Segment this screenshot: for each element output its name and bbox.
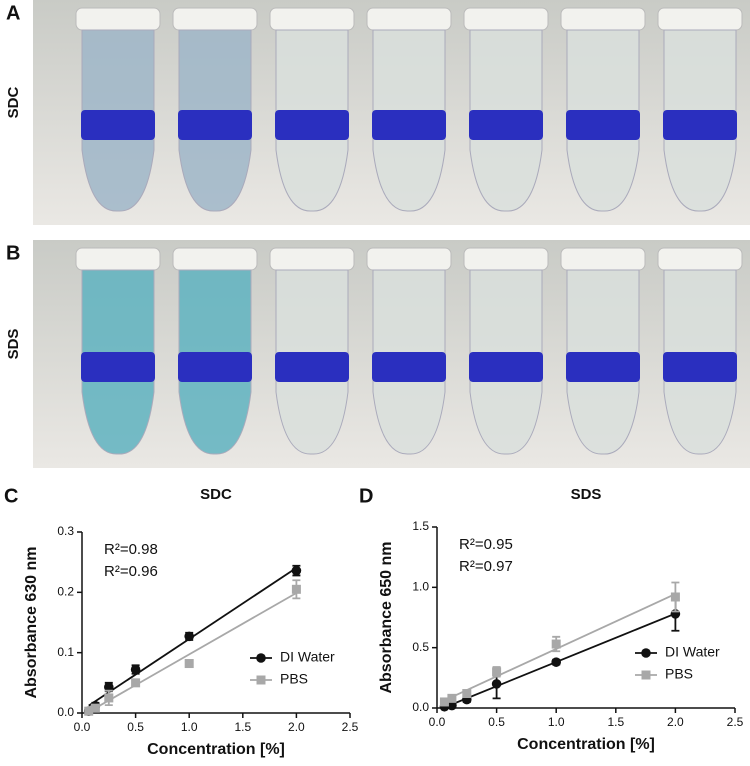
tube-cap <box>366 247 452 271</box>
blue-band <box>566 352 640 382</box>
tube-cap <box>657 247 743 271</box>
blue-band <box>372 352 446 382</box>
data-point <box>462 689 472 699</box>
x-tick-label: 0.5 <box>488 715 505 729</box>
blue-band <box>81 110 155 140</box>
blue-band <box>178 352 252 382</box>
chart-title: SDC <box>200 486 232 503</box>
legend-marker <box>641 648 651 658</box>
data-point <box>131 678 141 688</box>
blue-band <box>275 352 349 382</box>
tube-cap <box>657 7 743 31</box>
x-tick-label: 2.5 <box>727 715 744 729</box>
legend-marker <box>641 670 651 680</box>
y-tick-label: 0.5 <box>412 640 429 654</box>
blue-band <box>275 110 349 140</box>
blue-band <box>469 110 543 140</box>
x-tick-label: 1.5 <box>234 720 251 734</box>
data-point <box>291 565 302 576</box>
y-tick-label: 0.3 <box>57 524 74 538</box>
y-axis-label: Absorbance 650 nm <box>378 541 395 693</box>
tube-cap <box>560 247 646 271</box>
chart-title: SDS <box>571 486 602 503</box>
tube-cap <box>75 7 161 31</box>
data-point <box>551 657 561 667</box>
tube-cap <box>463 247 549 271</box>
x-axis-label: Concentration [%] <box>517 736 655 753</box>
tube-cap <box>269 7 355 31</box>
tube-cap <box>172 7 258 31</box>
annotation: R²=0.95 <box>459 536 513 553</box>
y-tick-label: 0.2 <box>57 585 74 599</box>
annotation: R²=0.97 <box>459 558 513 575</box>
blue-band <box>663 352 737 382</box>
tube-cap <box>463 7 549 31</box>
tube-cap <box>172 247 258 271</box>
data-point <box>670 592 680 602</box>
fit-line <box>88 592 297 713</box>
sample-label: SDC <box>5 86 22 118</box>
data-point <box>447 693 457 703</box>
annotation: R²=0.96 <box>104 563 158 580</box>
panel-label: D <box>359 485 373 507</box>
legend-marker <box>256 675 266 685</box>
sample-label: SDS <box>5 329 22 360</box>
y-tick-label: 0.0 <box>57 705 74 719</box>
blue-band <box>469 352 543 382</box>
annotation: R²=0.98 <box>104 541 158 558</box>
data-point <box>104 693 114 703</box>
data-point <box>90 703 100 713</box>
x-tick-label: 1.0 <box>548 715 565 729</box>
blue-band <box>81 352 155 382</box>
blue-band <box>663 110 737 140</box>
x-tick-label: 0.0 <box>74 720 91 734</box>
data-point <box>291 584 301 594</box>
data-point <box>491 679 502 689</box>
data-point <box>447 700 457 711</box>
blue-band <box>372 110 446 140</box>
x-axis-label: Concentration [%] <box>147 741 285 758</box>
data-point <box>439 697 449 707</box>
y-tick-label: 0.0 <box>412 700 429 714</box>
legend-label: DI Water <box>280 649 335 665</box>
x-tick-label: 1.5 <box>607 715 624 729</box>
legend-label: PBS <box>280 671 308 687</box>
x-tick-label: 2.5 <box>342 720 359 734</box>
x-tick-label: 0.0 <box>429 715 446 729</box>
y-tick-label: 1.0 <box>412 580 429 594</box>
panel-label: B <box>6 242 20 264</box>
data-point <box>551 639 561 649</box>
tube-cap <box>560 7 646 31</box>
data-point <box>184 659 194 669</box>
y-tick-label: 1.5 <box>412 519 429 533</box>
x-tick-label: 0.5 <box>127 720 144 734</box>
data-point <box>130 664 141 675</box>
tube-cap <box>269 247 355 271</box>
panel-label: C <box>4 485 18 507</box>
x-tick-label: 2.0 <box>667 715 684 729</box>
data-point <box>84 706 94 716</box>
tube-cap <box>75 247 161 271</box>
blue-band <box>178 110 252 140</box>
data-point <box>104 682 114 692</box>
y-axis-label: Absorbance 630 nm <box>23 546 40 698</box>
blue-band <box>566 110 640 140</box>
y-tick-label: 0.1 <box>57 645 74 659</box>
tube-cap <box>366 7 452 31</box>
panel-label: A <box>6 2 20 24</box>
legend-label: DI Water <box>665 644 720 660</box>
data-point <box>184 631 194 642</box>
legend-marker <box>256 653 266 663</box>
legend-label: PBS <box>665 666 693 682</box>
x-tick-label: 1.0 <box>181 720 198 734</box>
data-point <box>492 667 502 677</box>
x-tick-label: 2.0 <box>288 720 305 734</box>
